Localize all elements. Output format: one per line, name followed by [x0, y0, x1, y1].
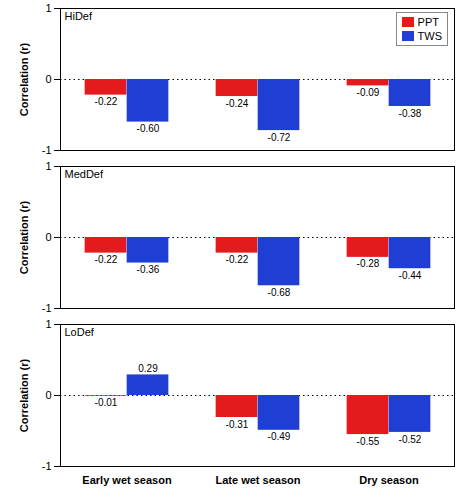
svg-text:-0.31: -0.31: [226, 419, 249, 430]
svg-text:-1: -1: [42, 302, 52, 314]
svg-text:0: 0: [45, 389, 51, 401]
svg-text:0: 0: [45, 231, 51, 243]
svg-text:-0.38: -0.38: [399, 108, 422, 119]
svg-text:Correlation (r): Correlation (r): [18, 358, 30, 432]
svg-text:LoDef: LoDef: [65, 326, 95, 338]
svg-text:-1: -1: [42, 460, 52, 472]
svg-text:Correlation (r): Correlation (r): [18, 42, 30, 116]
svg-text:-0.49: -0.49: [268, 431, 291, 442]
svg-text:-0.55: -0.55: [357, 436, 380, 447]
svg-text:-0.36: -0.36: [137, 264, 160, 275]
svg-text:0.29: 0.29: [138, 363, 158, 374]
svg-text:1: 1: [45, 318, 51, 330]
svg-text:Late wet season: Late wet season: [216, 474, 301, 486]
svg-text:-1: -1: [42, 144, 52, 156]
svg-text:1: 1: [45, 160, 51, 172]
svg-text:-0.22: -0.22: [95, 96, 118, 107]
svg-text:-0.72: -0.72: [268, 132, 291, 143]
svg-text:Dry season: Dry season: [359, 474, 419, 486]
svg-text:-0.24: -0.24: [226, 98, 249, 109]
svg-text:0: 0: [45, 73, 51, 85]
svg-text:-0.52: -0.52: [399, 434, 422, 445]
svg-text:Early wet season: Early wet season: [82, 474, 172, 486]
svg-text:-0.60: -0.60: [137, 123, 160, 134]
svg-text:-0.22: -0.22: [95, 254, 118, 265]
html-text:TWS: TWS: [417, 30, 442, 42]
svg-text:1: 1: [45, 2, 51, 14]
svg-text:-0.22: -0.22: [226, 254, 249, 265]
svg-text:-0.01: -0.01: [95, 397, 118, 408]
svg-text:-0.28: -0.28: [357, 258, 380, 269]
svg-text:-0.44: -0.44: [399, 270, 422, 281]
svg-text:-0.09: -0.09: [357, 87, 380, 98]
svg-text:-0.68: -0.68: [268, 287, 291, 298]
html-text:PPT: PPT: [417, 16, 439, 28]
svg-text:MedDef: MedDef: [65, 168, 104, 180]
svg-text:HiDef: HiDef: [65, 10, 93, 22]
svg-text:Correlation (r): Correlation (r): [18, 200, 30, 274]
